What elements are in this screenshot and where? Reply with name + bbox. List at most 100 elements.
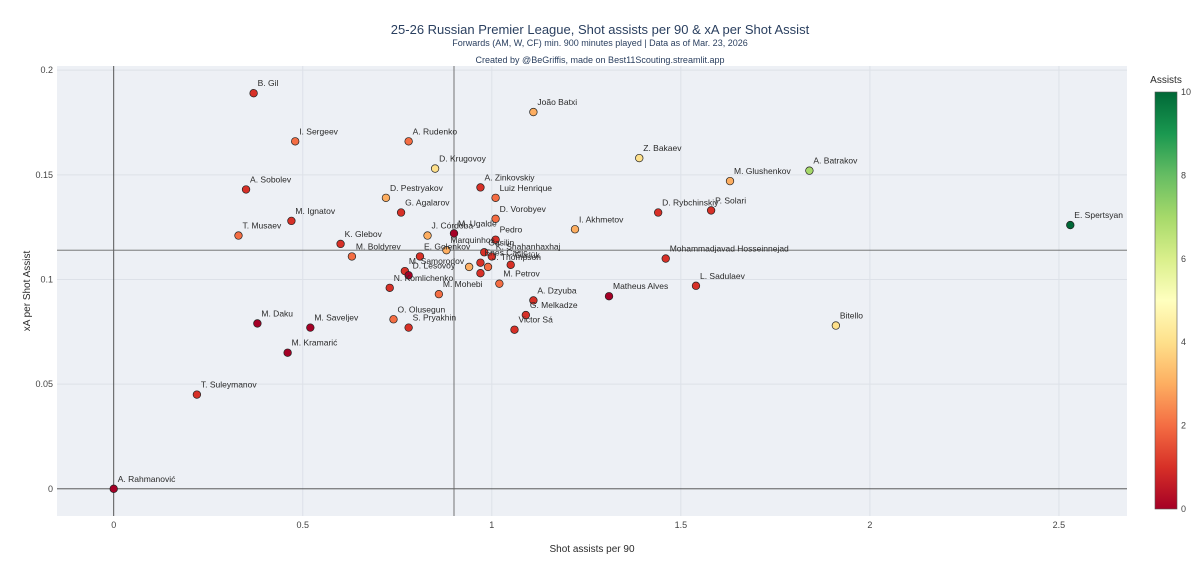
point-label: D. Rybchinskiy xyxy=(662,198,719,208)
data-point xyxy=(476,183,485,192)
data-point xyxy=(423,231,432,240)
data-point xyxy=(495,279,504,288)
point-label: M. Boldyrev xyxy=(356,241,402,251)
point-label: M. Ugalde xyxy=(458,218,497,228)
chart-title-block: 25-26 Russian Premier League, Shot assis… xyxy=(0,22,1200,65)
data-point xyxy=(434,289,444,299)
data-point xyxy=(661,254,670,263)
data-point xyxy=(706,206,716,215)
data-point xyxy=(635,153,644,163)
data-point xyxy=(415,252,425,261)
data-points xyxy=(109,89,1075,493)
data-point xyxy=(347,252,357,261)
plot-background xyxy=(57,66,1127,516)
data-point xyxy=(805,166,814,175)
data-point xyxy=(234,231,243,240)
data-point xyxy=(385,283,394,293)
point-label: N. Komlichenko xyxy=(394,273,454,283)
y-tick-label: 0.2 xyxy=(40,65,53,75)
tick-labels: 0 0.5 1 1.5 2 2.5 0 0.05 0.1 0.15 0.2 xyxy=(35,65,1065,530)
colorbar-title: Assists xyxy=(1150,75,1182,86)
data-point xyxy=(570,225,580,234)
point-label: M. Glushenkov xyxy=(734,166,791,176)
data-point xyxy=(521,310,530,320)
y-axis-title: xA per Shot Assist xyxy=(22,250,33,331)
data-point xyxy=(381,193,391,203)
point-label: M. Ignatov xyxy=(295,206,335,216)
data-point xyxy=(510,325,519,334)
point-label: A. Rudenko xyxy=(413,126,458,136)
point-label: J. Thompson xyxy=(492,252,541,262)
data-point xyxy=(306,323,315,332)
data-point xyxy=(691,281,701,290)
point-label: Luiz Henrique xyxy=(500,183,553,193)
data-point xyxy=(491,235,500,244)
reference-lines xyxy=(57,66,1127,516)
data-point xyxy=(725,176,735,186)
point-label: Matheus Alves xyxy=(613,281,668,291)
data-point xyxy=(506,260,515,269)
point-label: I. Akhmetov xyxy=(579,214,624,224)
data-point xyxy=(464,262,474,272)
point-label: Bitello xyxy=(840,311,863,321)
point-label: D. Pestryakov xyxy=(390,183,444,193)
data-point xyxy=(404,137,413,146)
point-label: A. Zinkovskiy xyxy=(484,172,535,182)
point-label: Pedro xyxy=(500,225,523,235)
data-point xyxy=(192,390,202,399)
point-label: M. Daku xyxy=(261,308,293,318)
x-tick-label: 0 xyxy=(111,520,116,530)
chart-title: 25-26 Russian Premier League, Shot assis… xyxy=(390,22,810,37)
point-label: S. Pryakhin xyxy=(413,313,457,323)
x-tick-label: 2 xyxy=(867,520,872,530)
y-tick-label: 0 xyxy=(48,484,53,494)
point-label: M. Kramarić xyxy=(292,338,339,348)
point-label: L. Sadulaev xyxy=(700,271,746,281)
x-tick-label: 0.5 xyxy=(297,520,310,530)
x-tick-label: 1.5 xyxy=(675,520,688,530)
point-label: A. Sobolev xyxy=(250,174,292,184)
point-label: Gasilin xyxy=(488,237,514,247)
point-label: E. Spertsyan xyxy=(1074,210,1123,220)
data-point xyxy=(529,107,538,117)
point-label: D. Krugovoy xyxy=(439,154,487,164)
point-label: Z. Bakaev xyxy=(643,143,682,153)
y-tick-label: 0.05 xyxy=(35,379,53,389)
data-point xyxy=(483,262,493,272)
point-label: E. Golenkov xyxy=(424,241,471,251)
data-point xyxy=(487,252,496,261)
data-point xyxy=(249,89,258,98)
colorbar-tick-label: 10 xyxy=(1181,87,1191,97)
point-label: T. Suleymanov xyxy=(201,380,257,390)
point-label: Victor Sá xyxy=(518,315,553,325)
point-label: G. Agalarov xyxy=(405,198,450,208)
data-point xyxy=(404,271,413,280)
colorbar-tick-label: 6 xyxy=(1181,254,1186,264)
point-label: B. Gil xyxy=(258,78,279,88)
chart-subtitle: Forwards (AM, W, CF) min. 900 minutes pl… xyxy=(452,38,748,48)
data-point xyxy=(109,484,118,493)
data-point xyxy=(604,292,614,301)
data-point xyxy=(480,248,489,257)
chart-credit: Created by @BeGriffis, made on Best11Sco… xyxy=(475,55,725,65)
colorbar-tick-label: 0 xyxy=(1181,504,1186,514)
data-point xyxy=(831,321,841,330)
point-label: D. Vorobyev xyxy=(500,204,547,214)
point-label: M. Mohebi xyxy=(443,279,483,289)
x-axis-title: Shot assists per 90 xyxy=(549,544,634,555)
data-point xyxy=(283,348,292,357)
data-point xyxy=(241,185,251,194)
colorbar-scale xyxy=(1154,91,1178,510)
point-label: G. Melkadze xyxy=(530,300,578,310)
point-label: K. Shahanhaxhaj xyxy=(496,241,561,251)
data-point xyxy=(396,208,406,217)
point-label: M. Petrov xyxy=(503,269,540,279)
x-tick-label: 2.5 xyxy=(1053,520,1066,530)
data-point xyxy=(404,323,413,332)
colorbar-tick-label: 2 xyxy=(1181,421,1186,431)
point-label: P. Solari xyxy=(715,195,746,205)
data-point xyxy=(253,319,262,328)
data-point xyxy=(291,137,300,146)
data-point xyxy=(442,246,451,255)
